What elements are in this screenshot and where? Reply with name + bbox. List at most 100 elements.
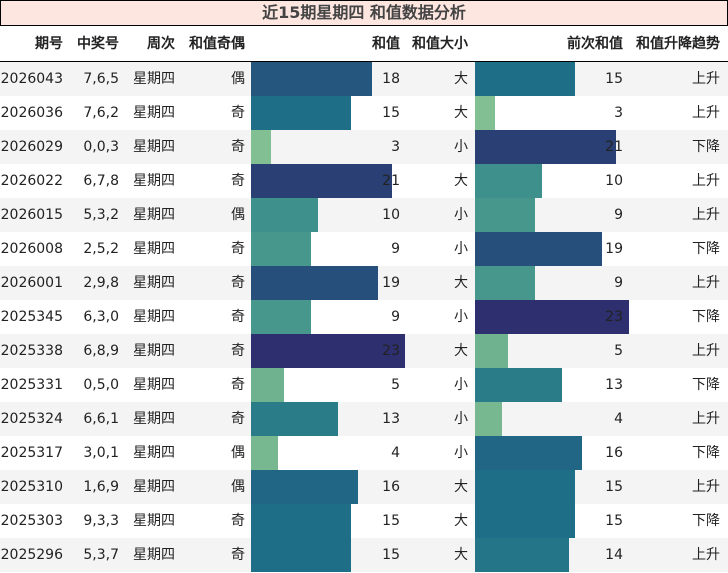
issue-cell: 2026001 [0, 275, 63, 291]
parity-cell: 奇 [231, 139, 245, 155]
header-parity[interactable]: 和值奇偶 [189, 36, 245, 52]
weekday-cell: 星期四 [133, 71, 175, 87]
parity-cell: 偶 [231, 445, 245, 461]
header-trend[interactable]: 和值升降趋势 [636, 36, 720, 52]
weekday-cell: 星期四 [133, 479, 175, 495]
prev-sum-cell: 10 [605, 173, 623, 189]
prev-sum-data-bar [475, 300, 629, 334]
issue-cell: 2025310 [0, 479, 63, 495]
table-row: 2026029 0,0,3 星期四 奇 3 小 21 下降 [0, 130, 728, 164]
prev-sum-data-bar [475, 470, 576, 504]
table-row: 2026008 2,5,2 星期四 奇 9 小 19 下降 [0, 232, 728, 266]
prev-sum-cell: 15 [605, 479, 623, 495]
sum-data-bar [251, 130, 272, 164]
trend-cell: 下降 [692, 139, 720, 155]
parity-cell: 奇 [231, 343, 245, 359]
prev-sum-data-bar [475, 62, 576, 96]
size-cell: 小 [454, 411, 468, 427]
sum-data-bar [251, 62, 372, 96]
header-sum[interactable]: 和值 [372, 36, 400, 52]
size-cell: 小 [454, 309, 468, 325]
trend-cell: 下降 [692, 309, 720, 325]
numbers-cell: 6,3,0 [83, 309, 119, 325]
weekday-cell: 星期四 [133, 513, 175, 529]
numbers-cell: 6,8,9 [83, 343, 119, 359]
issue-cell: 2026022 [0, 173, 63, 189]
prev-sum-data-bar [475, 232, 603, 266]
prev-sum-cell: 4 [614, 411, 623, 427]
weekday-cell: 星期四 [133, 275, 175, 291]
sum-data-bar [251, 368, 285, 402]
numbers-cell: 7,6,2 [83, 105, 119, 121]
table-row: 2025345 6,3,0 星期四 奇 9 小 23 下降 [0, 300, 728, 334]
parity-cell: 偶 [231, 479, 245, 495]
size-cell: 小 [454, 241, 468, 257]
weekday-cell: 星期四 [133, 547, 175, 563]
size-cell: 小 [454, 207, 468, 223]
trend-cell: 下降 [692, 445, 720, 461]
trend-cell: 下降 [692, 377, 720, 393]
prev-sum-data-bar [475, 538, 569, 572]
header-issue[interactable]: 期号 [35, 36, 63, 52]
prev-sum-data-bar [475, 164, 542, 198]
sum-cell: 23 [382, 343, 400, 359]
parity-cell: 奇 [231, 309, 245, 325]
prev-sum-cell: 15 [605, 71, 623, 87]
sum-cell: 15 [382, 547, 400, 563]
numbers-cell: 6,6,1 [83, 411, 119, 427]
size-cell: 大 [454, 173, 468, 189]
weekday-cell: 星期四 [133, 377, 175, 393]
numbers-cell: 6,7,8 [83, 173, 119, 189]
parity-cell: 奇 [231, 377, 245, 393]
size-cell: 小 [454, 377, 468, 393]
trend-cell: 上升 [692, 411, 720, 427]
header-numbers[interactable]: 中奖号 [77, 36, 119, 52]
prev-sum-cell: 13 [605, 377, 623, 393]
sum-data-bar [251, 164, 392, 198]
parity-cell: 奇 [231, 275, 245, 291]
prev-sum-data-bar [475, 198, 536, 232]
parity-cell: 偶 [231, 207, 245, 223]
size-cell: 大 [454, 105, 468, 121]
numbers-cell: 5,3,7 [83, 547, 119, 563]
issue-cell: 2025324 [0, 411, 63, 427]
size-cell: 大 [454, 275, 468, 291]
issue-cell: 2025317 [0, 445, 63, 461]
size-cell: 大 [454, 71, 468, 87]
sum-cell: 9 [391, 241, 400, 257]
sum-cell: 9 [391, 309, 400, 325]
size-cell: 大 [454, 479, 468, 495]
parity-cell: 奇 [231, 105, 245, 121]
numbers-cell: 7,6,5 [83, 71, 119, 87]
table-row: 2025296 5,3,7 星期四 奇 15 大 14 上升 [0, 538, 728, 572]
prev-sum-cell: 21 [605, 139, 623, 155]
numbers-cell: 3,0,1 [83, 445, 119, 461]
sum-data-bar [251, 198, 318, 232]
trend-cell: 上升 [692, 479, 720, 495]
sum-data-bar [251, 334, 405, 368]
issue-cell: 2026036 [0, 105, 63, 121]
header-prev-sum[interactable]: 前次和值 [567, 36, 623, 52]
sum-cell: 4 [391, 445, 400, 461]
table-row: 2025324 6,6,1 星期四 奇 13 小 4 上升 [0, 402, 728, 436]
prev-sum-data-bar [475, 436, 583, 470]
prev-sum-data-bar [475, 130, 616, 164]
parity-cell: 奇 [231, 173, 245, 189]
sum-data-bar [251, 402, 339, 436]
prev-sum-data-bar [475, 334, 509, 368]
header-size[interactable]: 和值大小 [412, 36, 468, 52]
header-weekday[interactable]: 周次 [147, 36, 175, 52]
sum-data-bar [251, 470, 359, 504]
prev-sum-data-bar [475, 96, 496, 130]
table-row: 2026001 2,9,8 星期四 奇 19 大 9 上升 [0, 266, 728, 300]
table-row: 2025331 0,5,0 星期四 奇 5 小 13 下降 [0, 368, 728, 402]
numbers-cell: 2,5,2 [83, 241, 119, 257]
trend-cell: 上升 [692, 275, 720, 291]
prev-sum-cell: 14 [605, 547, 623, 563]
issue-cell: 2026008 [0, 241, 63, 257]
sum-cell: 5 [391, 377, 400, 393]
sum-data-bar [251, 96, 352, 130]
numbers-cell: 5,3,2 [83, 207, 119, 223]
issue-cell: 2025338 [0, 343, 63, 359]
parity-cell: 奇 [231, 547, 245, 563]
